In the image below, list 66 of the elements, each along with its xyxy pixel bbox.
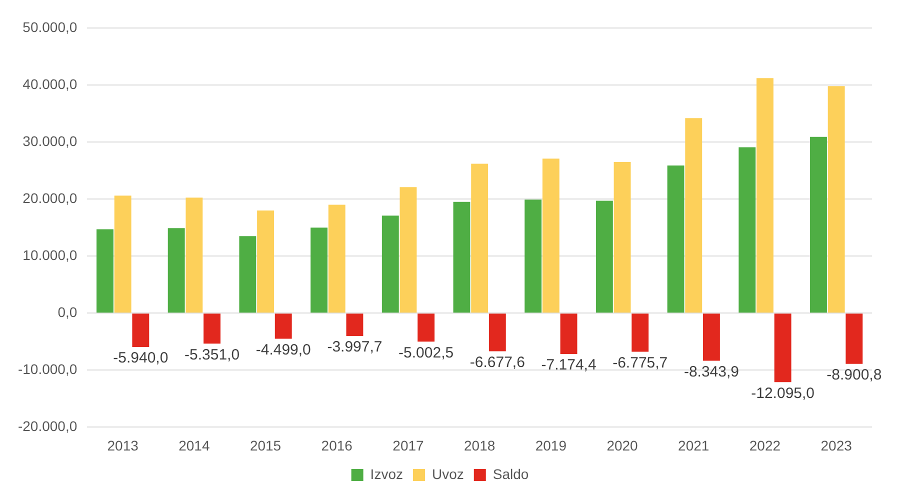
bar bbox=[846, 314, 863, 364]
y-tick-label: -20.000,0 bbox=[18, 418, 78, 434]
y-tick-label: 0,0 bbox=[58, 304, 78, 320]
x-tick-label: 2023 bbox=[820, 437, 852, 454]
bar bbox=[738, 147, 756, 313]
data-label: -8.343,9 bbox=[684, 363, 739, 380]
bar bbox=[239, 236, 256, 313]
bar bbox=[400, 187, 417, 313]
data-label: -5.351,0 bbox=[184, 346, 240, 364]
y-tick-label: 20.000,0 bbox=[22, 190, 78, 206]
bar bbox=[96, 229, 114, 313]
data-label: -7.174,4 bbox=[541, 356, 596, 374]
bar bbox=[667, 165, 684, 313]
bar bbox=[168, 228, 185, 313]
x-tick-label: 2020 bbox=[606, 437, 638, 454]
data-label: -3.997,7 bbox=[327, 338, 382, 356]
legend-label: Uvoz bbox=[432, 466, 464, 482]
bar bbox=[257, 210, 274, 313]
y-tick-label: 30.000,0 bbox=[22, 132, 78, 149]
y-tick-label: -10.000,0 bbox=[18, 361, 78, 378]
bar bbox=[186, 198, 203, 313]
bar bbox=[274, 314, 292, 339]
data-label: -4.499,0 bbox=[256, 341, 311, 358]
data-label: -6.677,6 bbox=[470, 354, 525, 371]
bar bbox=[685, 118, 702, 313]
bar bbox=[453, 202, 470, 313]
x-tick-label: 2022 bbox=[749, 437, 781, 454]
data-label: -5.002,5 bbox=[398, 344, 454, 362]
bar bbox=[774, 314, 792, 382]
x-tick-label: 2015 bbox=[250, 437, 282, 454]
bar bbox=[471, 164, 488, 313]
data-label: -12.095,0 bbox=[751, 384, 815, 402]
legend-label: Saldo bbox=[492, 466, 529, 482]
bar bbox=[132, 314, 150, 348]
y-tick-label: 40.000,0 bbox=[22, 76, 78, 92]
legend-label: Izvoz bbox=[370, 466, 403, 482]
bar bbox=[542, 158, 560, 313]
bar bbox=[702, 314, 720, 361]
x-tick-label: 2013 bbox=[107, 437, 139, 454]
bar bbox=[346, 314, 364, 336]
bar bbox=[560, 314, 578, 354]
x-tick-label: 2018 bbox=[464, 437, 496, 454]
bar bbox=[632, 314, 649, 352]
data-label: -8.900,8 bbox=[826, 366, 882, 384]
data-label: -6.775,7 bbox=[612, 354, 668, 372]
bar bbox=[614, 162, 631, 313]
x-tick-label: 2019 bbox=[535, 437, 567, 454]
bar bbox=[418, 314, 435, 342]
bar bbox=[756, 78, 774, 313]
y-tick-label: 50.000,0 bbox=[22, 18, 78, 35]
y-tick-label: 10.000,0 bbox=[22, 246, 78, 263]
x-tick-label: 2017 bbox=[392, 437, 424, 454]
bar bbox=[204, 314, 220, 344]
x-tick-label: 2014 bbox=[178, 437, 210, 454]
bar bbox=[524, 200, 542, 313]
bar bbox=[810, 136, 827, 313]
bar bbox=[328, 204, 346, 313]
bar bbox=[310, 228, 328, 313]
x-tick-label: 2021 bbox=[678, 437, 710, 454]
x-tick-label: 2016 bbox=[321, 437, 353, 454]
bar bbox=[488, 314, 506, 352]
data-label: -5.940,0 bbox=[113, 350, 168, 367]
bar bbox=[114, 196, 132, 313]
bar bbox=[596, 200, 613, 313]
bar bbox=[828, 86, 845, 313]
bar bbox=[382, 216, 399, 313]
